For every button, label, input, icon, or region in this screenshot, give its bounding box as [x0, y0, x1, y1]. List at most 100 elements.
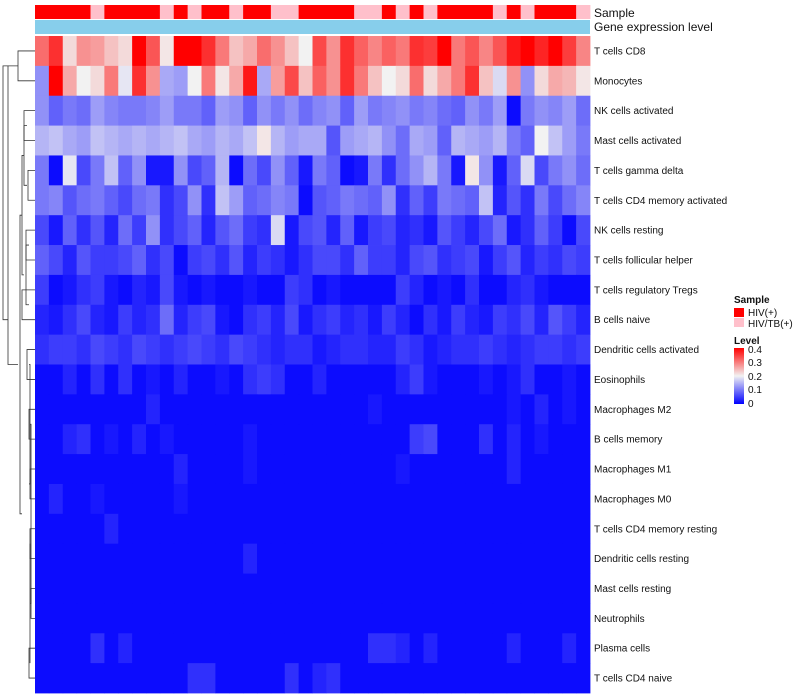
heatmap-cell [354, 36, 369, 67]
heatmap-cell [562, 245, 577, 276]
heatmap-cell [506, 36, 522, 67]
heatmap-cell [229, 454, 244, 485]
heatmap-cell [368, 36, 383, 67]
heatmap-cell [479, 155, 494, 186]
heatmap-cell [409, 95, 424, 126]
heatmap-cell [48, 95, 64, 126]
heatmap-cell [409, 454, 424, 485]
heatmap-cell [257, 185, 272, 216]
heatmap-cell [340, 364, 355, 395]
heatmap-cell [409, 185, 424, 216]
heatmap-cell [423, 454, 438, 485]
heatmap-cell [215, 424, 230, 455]
heatmap-cell [173, 364, 189, 395]
heatmap-cell [48, 454, 64, 485]
heatmap-cell [48, 663, 64, 694]
heatmap-cell [548, 454, 563, 485]
heatmap-cell [90, 513, 105, 545]
heatmap-cell [104, 543, 119, 574]
level-tick-0: 0.4 [748, 345, 762, 356]
heatmap-cell [159, 483, 175, 515]
heatmap-cell [423, 304, 438, 336]
heatmap-cell [187, 543, 202, 574]
row-label: NK cells activated [594, 106, 673, 117]
heatmap-cell [270, 513, 286, 545]
heatmap-cell [409, 573, 424, 604]
heatmap-cell [284, 394, 300, 425]
heatmap-cell [132, 633, 147, 664]
heatmap-cell [548, 125, 563, 156]
heatmap-cell [62, 334, 78, 365]
heatmap-cell [187, 573, 202, 604]
heatmap-cell [368, 394, 383, 425]
heatmap-cell [48, 245, 64, 276]
heatmap-cell [437, 663, 452, 694]
heatmap-cell [381, 274, 397, 306]
heatmap-cell [270, 125, 286, 156]
heatmap-cell [48, 364, 64, 395]
heatmap-cell [35, 334, 50, 365]
heatmap-cell [146, 245, 161, 276]
heatmap-cell [423, 185, 438, 216]
heatmap-cell [506, 663, 522, 694]
heatmap-cell [312, 304, 327, 336]
dendrogram-branch [25, 244, 29, 306]
heatmap-cell [354, 65, 369, 97]
heatmap-cell [159, 394, 175, 425]
heatmap-cell [146, 36, 161, 67]
heatmap-cell [48, 215, 64, 246]
dendrogram-branch [30, 588, 35, 619]
heatmap-cell [423, 424, 438, 455]
heatmap-cell [326, 95, 341, 126]
heatmap-cell [548, 424, 563, 455]
heatmap-cell [312, 543, 327, 574]
heatmap-cell [395, 215, 411, 246]
heatmap-cell [381, 155, 397, 186]
heatmap-cell [326, 65, 341, 97]
heatmap-cell [576, 36, 591, 67]
heatmap-cell [257, 155, 272, 186]
row-label: T cells CD4 memory activated [594, 196, 727, 207]
heatmap-cell [270, 454, 286, 485]
heatmap-cell [146, 304, 161, 336]
heatmap-cell [270, 65, 286, 97]
heatmap-cell [576, 513, 591, 545]
heatmap-cell [548, 364, 563, 395]
heatmap-cell [76, 483, 91, 515]
heatmap-cell [104, 304, 119, 336]
heatmap-cell [409, 245, 424, 276]
row-label: Mast cells activated [594, 136, 681, 147]
sample-legend: Sample HIV(+) HIV/TB(+) [734, 295, 793, 330]
heatmap-cell [284, 274, 300, 306]
level-tick-4: 0 [748, 399, 754, 410]
heatmap-cell [215, 36, 230, 67]
heatmap-cell [201, 633, 216, 664]
heatmap-cell [201, 274, 216, 306]
heatmap-cell [104, 483, 119, 515]
heatmap-cell [423, 513, 438, 545]
heatmap-cell [437, 155, 452, 186]
heatmap-cell [465, 394, 480, 425]
heatmap-cell [451, 95, 466, 126]
heatmap-cell [35, 543, 50, 574]
heatmap-cell [215, 573, 230, 604]
heatmap-cell [340, 185, 355, 216]
heatmap-cell [146, 155, 161, 186]
heatmap-cell [562, 543, 577, 574]
heatmap-cell [340, 155, 355, 186]
heatmap-cell [465, 95, 480, 126]
heatmap-cell [354, 483, 369, 515]
heatmap-cell [90, 543, 105, 574]
heatmap-cell [90, 245, 105, 276]
heatmap-cell [35, 663, 50, 694]
heatmap-cell [215, 304, 230, 336]
heatmap-cell [201, 95, 216, 126]
heatmap-cell [562, 394, 577, 425]
heatmap-cell [451, 334, 466, 365]
sample-annotation-cell [257, 5, 272, 19]
heatmap-cell [437, 364, 452, 395]
heatmap-cell [506, 633, 522, 664]
heatmap-cell [409, 543, 424, 574]
heatmap-cell [576, 603, 591, 634]
heatmap-cell [146, 334, 161, 365]
